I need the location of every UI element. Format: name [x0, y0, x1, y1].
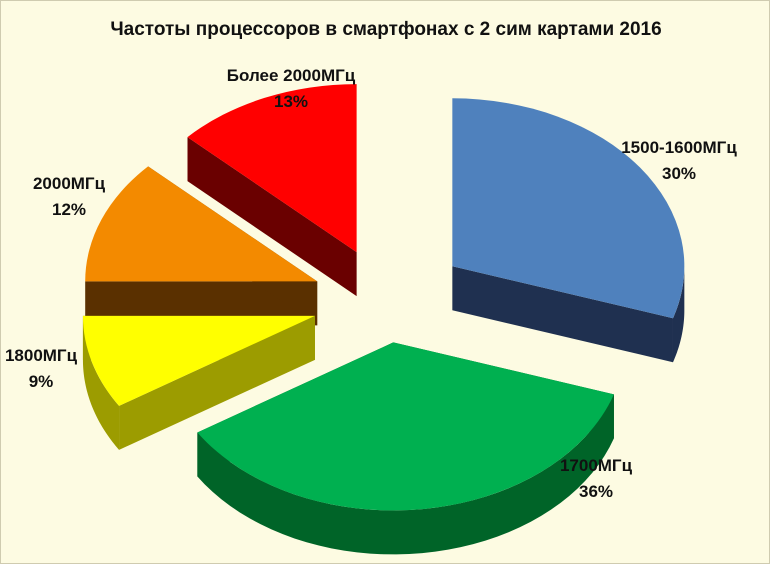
slice-rim-0-0 — [672, 266, 685, 363]
slice-rim-1-0 — [197, 394, 614, 555]
slice-label-3: 2000МГц — [33, 174, 106, 193]
slice-label-1: 1700МГц — [560, 456, 633, 475]
slice-percent-3: 12% — [52, 200, 86, 219]
slice-top-0 — [452, 98, 685, 319]
slice-label-2: 1800МГц — [5, 346, 78, 365]
slices-layer — [82, 84, 685, 555]
slice-top-3 — [85, 166, 318, 282]
chart-title: Частоты процессоров в смартфонах с 2 сим… — [110, 19, 661, 40]
labels-layer: 1500-1600МГц 30% 1700МГц 36% 1800МГц 9% 2000МГ… — [5, 66, 737, 501]
slice-wall-3-0 — [85, 281, 318, 326]
pie-slice-0 — [452, 98, 685, 363]
slice-percent-1: 36% — [579, 482, 613, 501]
slice-top-2 — [82, 315, 315, 406]
slice-percent-2: 9% — [29, 372, 54, 391]
slice-label-4: Более 2000МГц — [227, 66, 356, 85]
pie-slice-3 — [85, 166, 318, 326]
pie-slice-4 — [187, 84, 357, 297]
slice-wall-4-0 — [187, 137, 357, 297]
pie-slice-1 — [197, 342, 614, 555]
slice-top-1 — [197, 342, 614, 511]
slice-percent-4: 13% — [274, 92, 308, 111]
slice-wall-0-1 — [452, 266, 673, 363]
pie-slice-2 — [82, 315, 315, 450]
slice-rim-2-0 — [82, 315, 120, 450]
slice-percent-0: 30% — [662, 164, 696, 183]
slice-top-4 — [187, 84, 357, 253]
slice-label-0: 1500-1600МГц — [621, 138, 737, 157]
